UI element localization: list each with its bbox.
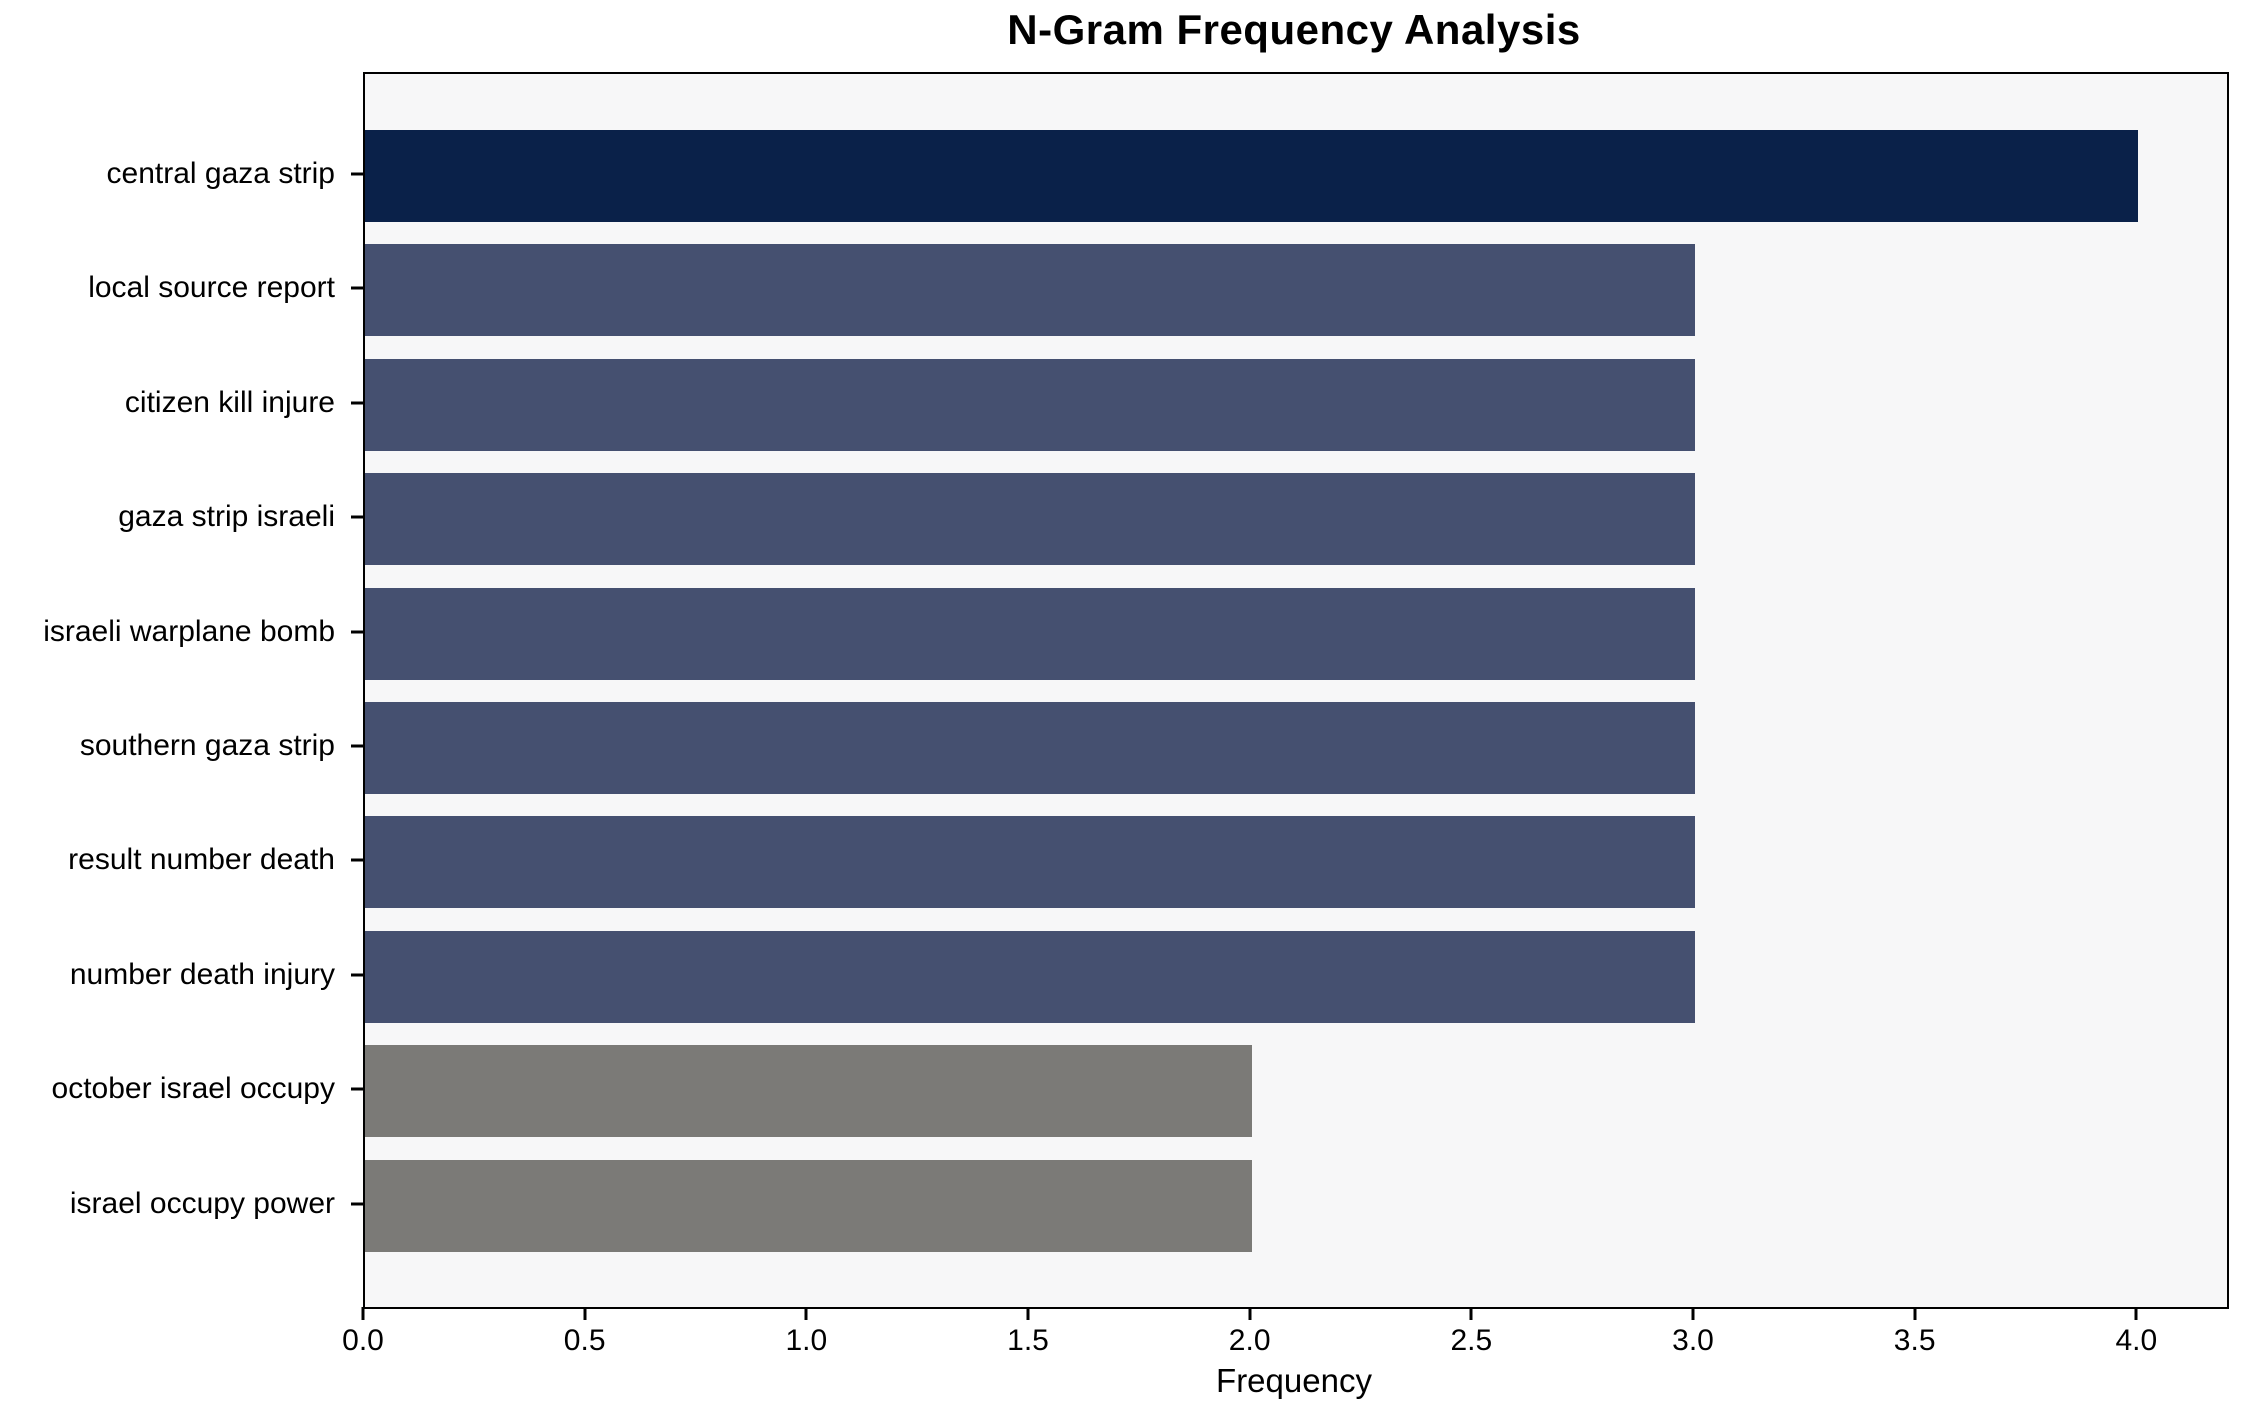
y-tick-mark bbox=[351, 172, 365, 176]
x-tick-mark bbox=[1248, 1307, 1252, 1320]
bar-citizen-kill-injure bbox=[365, 358, 1695, 451]
y-tick-label: israeli warplane bomb bbox=[43, 614, 335, 648]
bar-israeli-warplane-bomb bbox=[365, 587, 1695, 680]
bar-number-death-injury bbox=[365, 930, 1695, 1023]
chart-title: N-Gram Frequency Analysis bbox=[1007, 6, 1581, 53]
y-tick-mark bbox=[351, 286, 365, 290]
y-tick-mark bbox=[351, 858, 365, 862]
x-tick-label: 0.0 bbox=[342, 1324, 384, 1357]
x-tick-label: 0.5 bbox=[563, 1324, 606, 1357]
x-tick-mark bbox=[361, 1307, 365, 1320]
x-tick-mark bbox=[1913, 1307, 1917, 1320]
bar-southern-gaza-strip bbox=[365, 702, 1695, 794]
y-tick-label: gaza strip israeli bbox=[118, 500, 335, 534]
y-tick-mark bbox=[351, 1202, 365, 1206]
bar-local-source-report bbox=[365, 244, 1695, 337]
bar-israel-occupy-power bbox=[365, 1159, 1252, 1252]
x-tick-label: 1.5 bbox=[1007, 1324, 1049, 1357]
plot-area bbox=[363, 72, 2229, 1309]
x-axis-label: Frequency bbox=[1216, 1362, 1372, 1399]
y-tick-mark bbox=[351, 630, 365, 634]
x-tick-mark bbox=[1469, 1307, 1473, 1320]
x-tick-mark bbox=[1026, 1307, 1030, 1320]
y-tick-label: october israel occupy bbox=[51, 1072, 335, 1106]
x-tick-mark bbox=[2134, 1307, 2138, 1320]
x-tick-label: 2.5 bbox=[1450, 1324, 1493, 1357]
y-tick-label: southern gaza strip bbox=[79, 729, 335, 762]
y-tick-label: number death injury bbox=[69, 957, 335, 991]
bar-gaza-strip-israeli bbox=[365, 473, 1695, 566]
x-tick-label: 3.5 bbox=[1893, 1324, 1936, 1357]
y-tick-label: result number death bbox=[68, 843, 335, 877]
x-tick-label: 2.0 bbox=[1228, 1324, 1271, 1357]
bar-central-gaza-strip bbox=[365, 130, 2139, 222]
x-tick-mark bbox=[1691, 1307, 1695, 1320]
bar-october-israel-occupy bbox=[365, 1045, 1252, 1138]
y-tick-mark bbox=[351, 973, 365, 977]
y-tick-mark bbox=[351, 401, 365, 405]
y-tick-label: central gaza strip bbox=[106, 157, 335, 190]
y-tick-mark bbox=[351, 744, 365, 748]
bar-result-number-death bbox=[365, 816, 1695, 909]
x-tick-label: 1.0 bbox=[785, 1324, 828, 1357]
x-tick-label: 4.0 bbox=[2115, 1324, 2158, 1357]
y-tick-mark bbox=[351, 515, 365, 519]
y-tick-label: israel occupy power bbox=[69, 1186, 335, 1220]
y-tick-mark bbox=[351, 1087, 365, 1091]
x-tick-label: 3.0 bbox=[1672, 1324, 1714, 1357]
y-tick-label: citizen kill injure bbox=[124, 385, 335, 419]
x-tick-mark bbox=[583, 1307, 587, 1320]
y-tick-label: local source report bbox=[88, 271, 335, 305]
x-tick-mark bbox=[804, 1307, 808, 1320]
